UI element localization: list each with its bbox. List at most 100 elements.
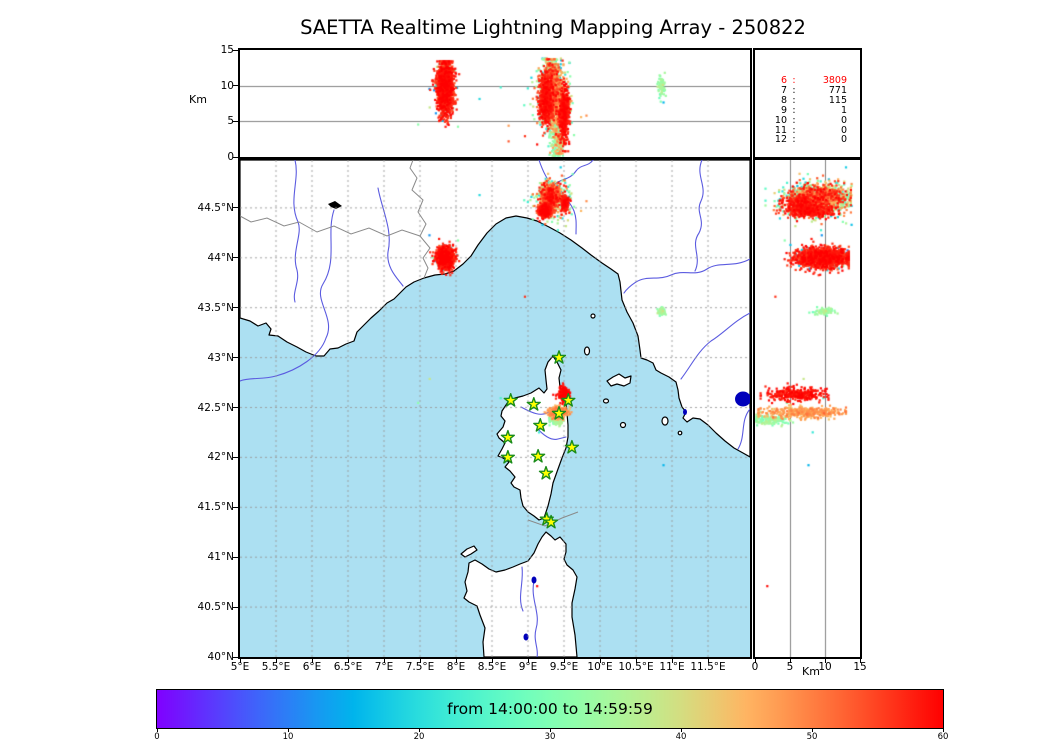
source-count-row: 9:1 — [780, 104, 847, 116]
longitude-tick-label: 7°E — [374, 661, 394, 673]
colorbar-gradient — [157, 690, 943, 728]
axis-tick-mark — [156, 729, 158, 732]
axis-tick-mark — [859, 659, 861, 663]
axis-tick-mark — [754, 659, 756, 663]
colorbar-label: from 14:00:00 to 14:59:59 — [447, 700, 653, 718]
colorbar-tick-label: 40 — [675, 732, 687, 742]
axis-tick-mark — [491, 157, 493, 160]
longitude-tick-label: 8°E — [446, 661, 466, 673]
axis-tick-mark — [233, 156, 238, 158]
axis-tick-mark — [671, 157, 673, 160]
latitude-tick-label: 42°N — [207, 451, 234, 464]
axis-tick-mark — [233, 656, 238, 658]
altitude-longitude-scatter — [240, 50, 750, 157]
colorbar-tick-label: 10 — [282, 732, 294, 742]
right-altitude-tick-label: 5 — [786, 661, 794, 673]
source-count-panel: 6:3809 7:771 8:115 9:1 10:0 11:0 12:0 — [753, 48, 862, 159]
latitude-tick-label: 40.5°N — [197, 601, 234, 614]
axis-tick-mark — [275, 659, 277, 663]
station-star-marker — [526, 396, 541, 411]
longitude-tick-label: 9°E — [518, 661, 538, 673]
axis-tick-mark — [233, 85, 238, 87]
axis-tick-mark — [311, 659, 313, 663]
axis-tick-mark — [549, 729, 551, 732]
axis-tick-mark — [635, 659, 637, 663]
axis-tick-mark — [707, 659, 709, 663]
time-colorbar: from 14:00:00 to 14:59:59 — [156, 689, 944, 729]
altitude-tick-label: 0 — [227, 151, 234, 163]
axis-tick-mark — [680, 729, 682, 732]
station-star-marker — [551, 405, 567, 420]
station-star-marker — [538, 465, 554, 480]
axis-tick-mark — [418, 729, 420, 732]
axis-tick-mark — [383, 659, 385, 663]
axis-tick-mark — [942, 729, 944, 732]
axis-tick-mark — [239, 157, 241, 160]
station-star-marker — [561, 392, 576, 407]
station-star-marker — [543, 514, 559, 529]
axis-tick-mark — [233, 456, 238, 458]
axis-tick-mark — [233, 257, 238, 259]
axis-tick-mark — [811, 729, 813, 732]
altitude-latitude-panel — [753, 158, 862, 659]
axis-tick-mark — [419, 659, 421, 663]
longitude-tick-label: 10°E — [587, 661, 613, 673]
altitude-axis-label-right: Km — [802, 665, 820, 678]
axis-tick-mark — [347, 157, 349, 160]
axis-tick-mark — [635, 157, 637, 160]
altitude-longitude-panel — [238, 48, 752, 159]
axis-tick-mark — [233, 49, 238, 51]
longitude-tick-label: 10.5°E — [618, 661, 654, 673]
axis-tick-mark — [239, 659, 241, 663]
latitude-tick-label: 43.5°N — [197, 301, 234, 314]
axis-tick-mark — [233, 506, 238, 508]
map-panel — [238, 158, 752, 659]
source-count-row: 10:0 — [774, 114, 847, 126]
axis-tick-mark — [455, 157, 457, 160]
latitude-tick-label: 40°N — [207, 651, 234, 663]
station-star-marker — [551, 350, 567, 364]
source-count-rows: 6:3809 7:771 8:115 9:1 10:0 11:0 12:0 — [761, 76, 847, 145]
altitude-tick-label: 10 — [220, 79, 234, 92]
axis-tick-mark — [311, 157, 313, 160]
colorbar-tick-label: 20 — [413, 732, 425, 742]
source-count-row: 12:0 — [774, 134, 847, 146]
longitude-tick-label: 11°E — [659, 661, 685, 673]
station-star-marker — [564, 439, 580, 454]
latitude-tick-label: 44.5°N — [197, 201, 234, 214]
axis-tick-mark — [563, 157, 565, 160]
figure-title: SAETTA Realtime Lightning Mapping Array … — [300, 16, 806, 39]
station-star-marker — [530, 448, 546, 463]
latitude-tick-label: 44°N — [207, 251, 234, 264]
colorbar-tick-label: 0 — [154, 732, 160, 742]
axis-tick-mark — [491, 659, 493, 663]
axis-tick-mark — [383, 157, 385, 160]
latitude-tick-label: 42.5°N — [197, 401, 234, 414]
axis-tick-mark — [527, 659, 529, 663]
colorbar-tick-label: 50 — [806, 732, 818, 742]
longitude-tick-label: 8.5°E — [477, 661, 507, 673]
station-star-marker — [533, 418, 548, 432]
axis-tick-mark — [347, 659, 349, 663]
latitude-tick-label: 41°N — [207, 551, 234, 564]
axis-tick-mark — [527, 157, 529, 160]
axis-tick-mark — [233, 357, 238, 359]
station-star-marker — [503, 392, 518, 407]
longitude-tick-label: 11.5°E — [690, 661, 726, 673]
altitude-tick-label: 15 — [220, 44, 234, 56]
station-star-marker — [500, 429, 515, 444]
axis-tick-mark — [419, 157, 421, 160]
right-altitude-tick-label: 10 — [818, 661, 832, 673]
longitude-tick-label: 5°E — [230, 661, 250, 673]
colorbar-tick-label: 30 — [544, 732, 556, 742]
axis-tick-mark — [789, 659, 791, 663]
axis-tick-mark — [233, 556, 238, 558]
latitude-tick-label: 41.5°N — [197, 501, 234, 514]
axis-tick-mark — [707, 157, 709, 160]
axis-tick-mark — [233, 407, 238, 408]
axis-tick-mark — [599, 157, 601, 160]
axis-tick-mark — [455, 659, 457, 663]
axis-tick-mark — [563, 659, 565, 663]
map-lightning-scatter — [240, 160, 750, 657]
longitude-tick-label: 6.5°E — [333, 661, 363, 673]
